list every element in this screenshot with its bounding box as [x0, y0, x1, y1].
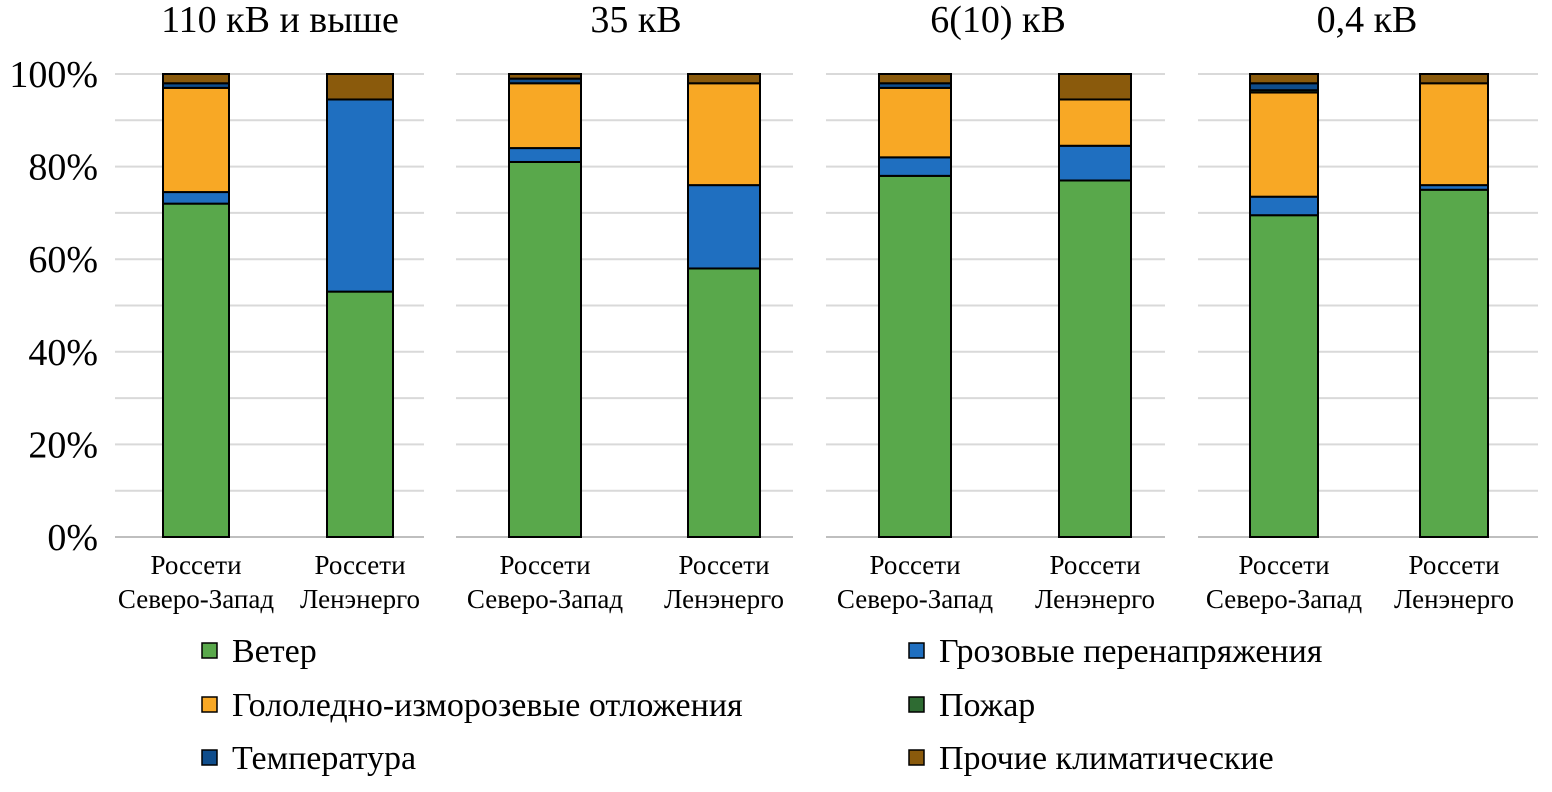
- category-label: Россети: [1238, 550, 1329, 580]
- y-tick-label: 80%: [28, 147, 98, 189]
- bar-segment: [687, 73, 761, 85]
- bar-segment: [508, 160, 582, 538]
- legend-label: Грозовые перенапряжения: [939, 633, 1323, 670]
- legend-swatch: [201, 749, 218, 766]
- category-label: Северо-Запад: [467, 584, 623, 614]
- category-label: Северо-Запад: [118, 584, 274, 614]
- bar-segment: [1249, 82, 1319, 92]
- bar-segment: [162, 191, 230, 205]
- bar-segment: [878, 86, 952, 159]
- y-tick-label: 100%: [9, 54, 98, 96]
- category-label: Россети: [678, 550, 769, 580]
- category-label: Северо-Запад: [837, 584, 993, 614]
- legend-swatch: [201, 642, 218, 659]
- bar-segment: [878, 174, 952, 539]
- category-label: Ленэнерго: [300, 584, 420, 614]
- legend-label: Температура: [232, 740, 416, 777]
- bar-segment: [1249, 91, 1319, 198]
- bar-segment: [162, 86, 230, 194]
- bar-segment: [1249, 195, 1319, 217]
- panel-title: 0,4 кВ: [1317, 0, 1418, 41]
- category-label: Россети: [1408, 550, 1499, 580]
- bar-segment: [1249, 214, 1319, 538]
- bar-segment: [878, 73, 952, 85]
- bar-segment: [878, 156, 952, 177]
- category-label: Ленэнерго: [664, 584, 784, 614]
- y-tick-label: 0%: [47, 517, 98, 559]
- bar-segment: [1249, 73, 1319, 85]
- y-tick-label: 60%: [28, 239, 98, 281]
- y-tick-label: 20%: [28, 424, 98, 466]
- legend-swatch: [908, 696, 925, 713]
- bar-segment: [1058, 179, 1132, 539]
- category-label: Россети: [1049, 550, 1140, 580]
- bar-segment: [1058, 144, 1132, 182]
- bar-segment: [162, 202, 230, 538]
- y-tick-label: 40%: [28, 332, 98, 374]
- bar-segment: [508, 73, 582, 80]
- legend-label: Гололедно-изморозевые отложения: [232, 687, 743, 724]
- bar-segment: [1419, 73, 1489, 85]
- legend-label: Пожар: [939, 687, 1035, 724]
- bar-segment: [1419, 188, 1489, 538]
- bar-segment: [687, 82, 761, 187]
- bar-segment: [508, 82, 582, 150]
- bar-segment: [687, 184, 761, 270]
- legend-label: Прочие климатические: [939, 740, 1274, 777]
- legend-swatch: [908, 642, 925, 659]
- category-label: Россети: [869, 550, 960, 580]
- bar-segment: [508, 147, 582, 163]
- bar-segment: [1058, 98, 1132, 147]
- bar-segment: [326, 98, 394, 293]
- category-label: Ленэнерго: [1394, 584, 1514, 614]
- category-label: Северо-Запад: [1206, 584, 1362, 614]
- panel-title: 110 кВ и выше: [161, 0, 399, 41]
- legend-label: Ветер: [232, 633, 317, 670]
- panel-title: 35 кВ: [590, 0, 681, 41]
- bar-segment: [1419, 82, 1489, 187]
- bar-segment: [326, 290, 394, 538]
- panel-title: 6(10) кВ: [930, 0, 1066, 41]
- bar-segment: [1058, 73, 1132, 101]
- bar-segment: [162, 73, 230, 85]
- category-label: Россети: [314, 550, 405, 580]
- bar-segment: [687, 267, 761, 538]
- bar-segment: [326, 73, 394, 101]
- category-label: Россети: [499, 550, 590, 580]
- category-label: Россети: [150, 550, 241, 580]
- legend-swatch: [201, 696, 218, 713]
- category-label: Ленэнерго: [1035, 584, 1155, 614]
- legend-swatch: [908, 749, 925, 766]
